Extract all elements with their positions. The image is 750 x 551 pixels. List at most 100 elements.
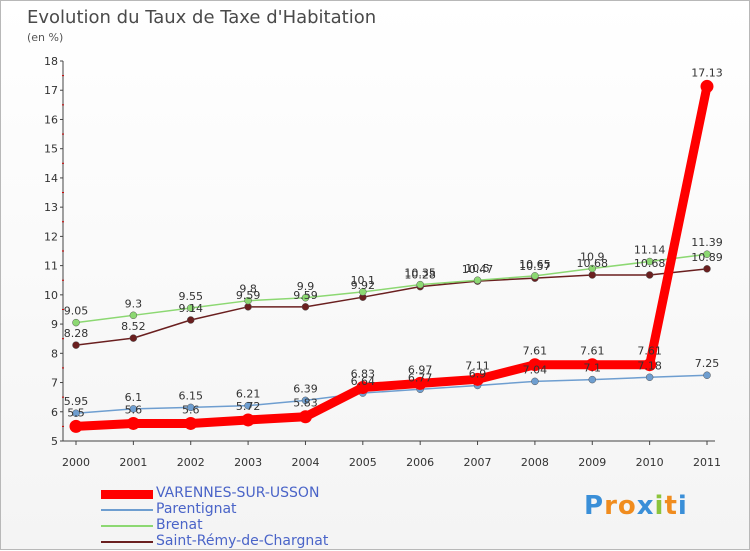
x-tick-label: 2007 [464,456,492,469]
data-label: 17.13 [691,66,723,79]
brand-letter: P [584,491,605,521]
data-point [244,401,252,410]
data-label: 7.61 [637,345,662,358]
data-point [72,409,80,417]
data-label: 7.11 [465,359,490,372]
y-tick-label: 16 [44,113,58,126]
data-point [585,358,599,372]
data-label: 5.6 [182,403,200,416]
data-point [298,410,312,424]
y-tick-label: 14 [44,172,58,185]
data-label: 9.55 [178,290,203,303]
data-point [416,280,424,289]
data-label: 5.72 [236,400,261,413]
brand-letter: r [604,491,618,521]
y-tick-label: 8 [51,347,58,360]
data-point [588,375,597,384]
legend-label: Saint-Rémy-de-Chargnat [156,533,329,549]
data-point [588,271,597,279]
data-point [129,311,138,320]
data-point [186,316,195,324]
series-line-2 [75,253,708,324]
series-line-3 [75,268,708,346]
y-tick-label: 10 [44,289,58,302]
x-tick-label: 2011 [693,456,721,469]
y-tick-label: 7 [51,377,58,390]
data-point [643,358,657,372]
y-tick-label: 6 [51,406,58,419]
data-label: 7.1 [584,362,602,375]
x-tick-label: 2002 [177,456,205,469]
data-label: 5.95 [64,395,89,408]
data-point [72,341,80,349]
data-label: 9.05 [64,305,89,318]
x-tick-label: 2000 [62,456,90,469]
data-label: 10.57 [519,260,551,273]
data-label: 10.47 [462,263,494,276]
data-point [186,403,195,412]
legend-swatch [101,525,153,527]
data-label: 10.9 [580,251,605,264]
data-point [359,288,367,296]
data-label: 10.89 [691,251,723,264]
data-label: 10.68 [577,257,609,270]
data-label: 6.15 [178,389,203,402]
data-point [473,276,482,284]
x-tick-label: 2009 [578,456,606,469]
data-point [129,405,138,413]
data-point [241,413,255,427]
legend-swatch [101,541,153,543]
y-tick-label: 17 [44,84,58,97]
data-point [356,381,370,395]
y-tick-label: 18 [44,55,58,68]
data-label: 7.04 [523,363,548,376]
brand-logo: Proxiti [584,491,688,521]
data-label: 8.52 [121,320,146,333]
data-label: 8.28 [64,327,89,340]
series-line-1 [75,374,708,414]
data-point [645,373,654,382]
data-point [531,377,539,386]
data-point [471,372,485,386]
data-label: 6.77 [408,371,433,384]
data-label: 6.97 [408,363,433,376]
x-tick-label: 2006 [406,456,434,469]
data-label: 10.5 [465,262,490,275]
data-point [126,416,140,430]
y-tick-label: 5 [51,435,58,448]
y-tick-label: 13 [44,201,58,214]
data-label: 10.28 [404,269,436,282]
legend-swatch [101,489,153,499]
data-label: 11.14 [634,244,666,257]
y-tick-label: 15 [44,143,58,156]
data-label: 9.59 [236,289,261,302]
data-label: 10.68 [634,257,666,270]
x-tick-label: 2004 [291,456,319,469]
data-label: 6.83 [351,368,376,381]
legend-label: VARENNES-SUR-USSON [156,485,320,501]
data-label: 9.92 [351,279,376,292]
data-point [588,264,597,273]
x-tick-label: 2005 [349,456,377,469]
data-label: 9.14 [178,302,203,315]
data-label: 9.3 [125,297,143,310]
data-point [703,265,711,273]
data-point [301,303,310,311]
data-label: 5.83 [293,397,318,410]
data-label: 7.61 [523,345,548,358]
data-point [184,416,198,430]
y-tick-label: 12 [44,230,58,243]
data-label: 10.35 [404,267,436,280]
data-point [703,250,711,258]
legend: VARENNES-SUR-USSON Parentignat Brenat Saint… [101,485,401,550]
data-point [528,358,542,372]
data-point [413,376,427,390]
brand-letter: i [677,491,688,521]
brand-letter: x [636,491,655,521]
data-point [186,304,195,312]
data-point [69,419,83,433]
legend-label: Parentignat [156,501,237,517]
data-point [301,294,310,302]
